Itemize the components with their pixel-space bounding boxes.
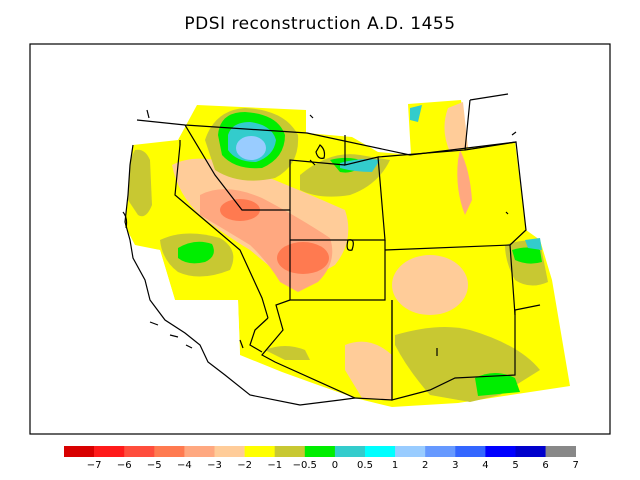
state-boundaries [136, 93, 541, 401]
colorbar-swatches [64, 446, 576, 457]
border-sd-ne [377, 99, 527, 246]
colorbar-tick-label: 6 [542, 460, 548, 471]
border-canada [136, 119, 517, 156]
colorbar-tick-label: −6 [117, 460, 132, 471]
colorbar-tick-label: −2 [237, 460, 252, 471]
border-ok [514, 304, 541, 311]
colorbar-tick-label: 7 [573, 460, 579, 471]
colorbar-tick-label: −7 [87, 460, 102, 471]
field-red-nv [220, 199, 260, 221]
field-lightblue-id [236, 136, 266, 160]
colorbar-swatch [334, 446, 366, 457]
colorbar-tick-label: 3 [452, 460, 458, 471]
field-green-nm [475, 373, 520, 396]
field-cyan-sd [410, 105, 422, 122]
colorbar-swatch [545, 446, 576, 457]
colorbar-swatch [304, 446, 336, 457]
colorbar-swatch [94, 446, 125, 457]
colorbar-swatch [244, 446, 275, 457]
field-tan-co [392, 255, 468, 315]
lake-utah [346, 239, 354, 251]
field-tan-ne [444, 102, 468, 152]
border-id-mt [184, 124, 346, 211]
coastline [122, 109, 517, 406]
field-olive-ca [128, 149, 152, 217]
field-cyan-mt [340, 159, 380, 172]
coast-pacific [124, 144, 356, 406]
coast-islands [149, 321, 193, 349]
colorbar-tick-label: 2 [422, 460, 428, 471]
colorbar-swatch [274, 446, 306, 457]
colorbar-tick-label: −3 [207, 460, 222, 471]
colorbar-swatch [214, 446, 245, 457]
lake-gsl [309, 144, 326, 166]
colorbar-tick-label: 4 [482, 460, 488, 471]
field-orange-wy [457, 150, 472, 215]
colorbar-tick-label: −5 [147, 460, 162, 471]
field-green-ca [178, 241, 214, 264]
colorbar-swatch [124, 446, 155, 457]
colorbar-swatch [425, 446, 456, 457]
lake-salton [239, 339, 244, 349]
field-tan-sw [345, 341, 392, 400]
border-ut [289, 210, 386, 301]
colorbar-tick-label: 5 [512, 460, 518, 471]
coast-baja-gulf [249, 317, 269, 353]
colorbar-swatch [365, 446, 396, 457]
lake-tahoe [122, 211, 128, 229]
field-green-ks [512, 247, 542, 264]
colorbar-tick-label: 0.5 [357, 460, 373, 471]
border-ca-nv [174, 144, 269, 319]
mask-pacific [125, 245, 240, 360]
field-cyan-ks [525, 238, 542, 250]
colorbar-swatch [455, 446, 486, 457]
colorbar-swatch [485, 446, 516, 457]
lakes-misc [146, 109, 517, 356]
colorbar-swatch [154, 446, 185, 457]
colorbar-swatch [395, 446, 426, 457]
border-az [261, 299, 393, 401]
colorbar-tick-label: −4 [177, 460, 192, 471]
colorbar-swatch [64, 446, 95, 457]
colorbar-swatch [184, 446, 215, 457]
colorbar-ticks: −7 −6 −5 −4 −3 −2 −1 −0.5 0 0.5 1 2 3 4 5 6 7 [87, 460, 579, 471]
colorbar-tick-label: 0 [332, 460, 338, 471]
colorbar-tick-label: −0.5 [293, 460, 317, 471]
colorbar-tick-label: 1 [392, 460, 398, 471]
map-title: PDSI reconstruction A.D. 1455 [184, 14, 456, 34]
border-nd [469, 93, 509, 101]
colorbar-swatch [515, 446, 546, 457]
colorbar-tick-label: −1 [267, 460, 282, 471]
field-olive-az [265, 346, 310, 360]
border-nm [391, 300, 516, 401]
